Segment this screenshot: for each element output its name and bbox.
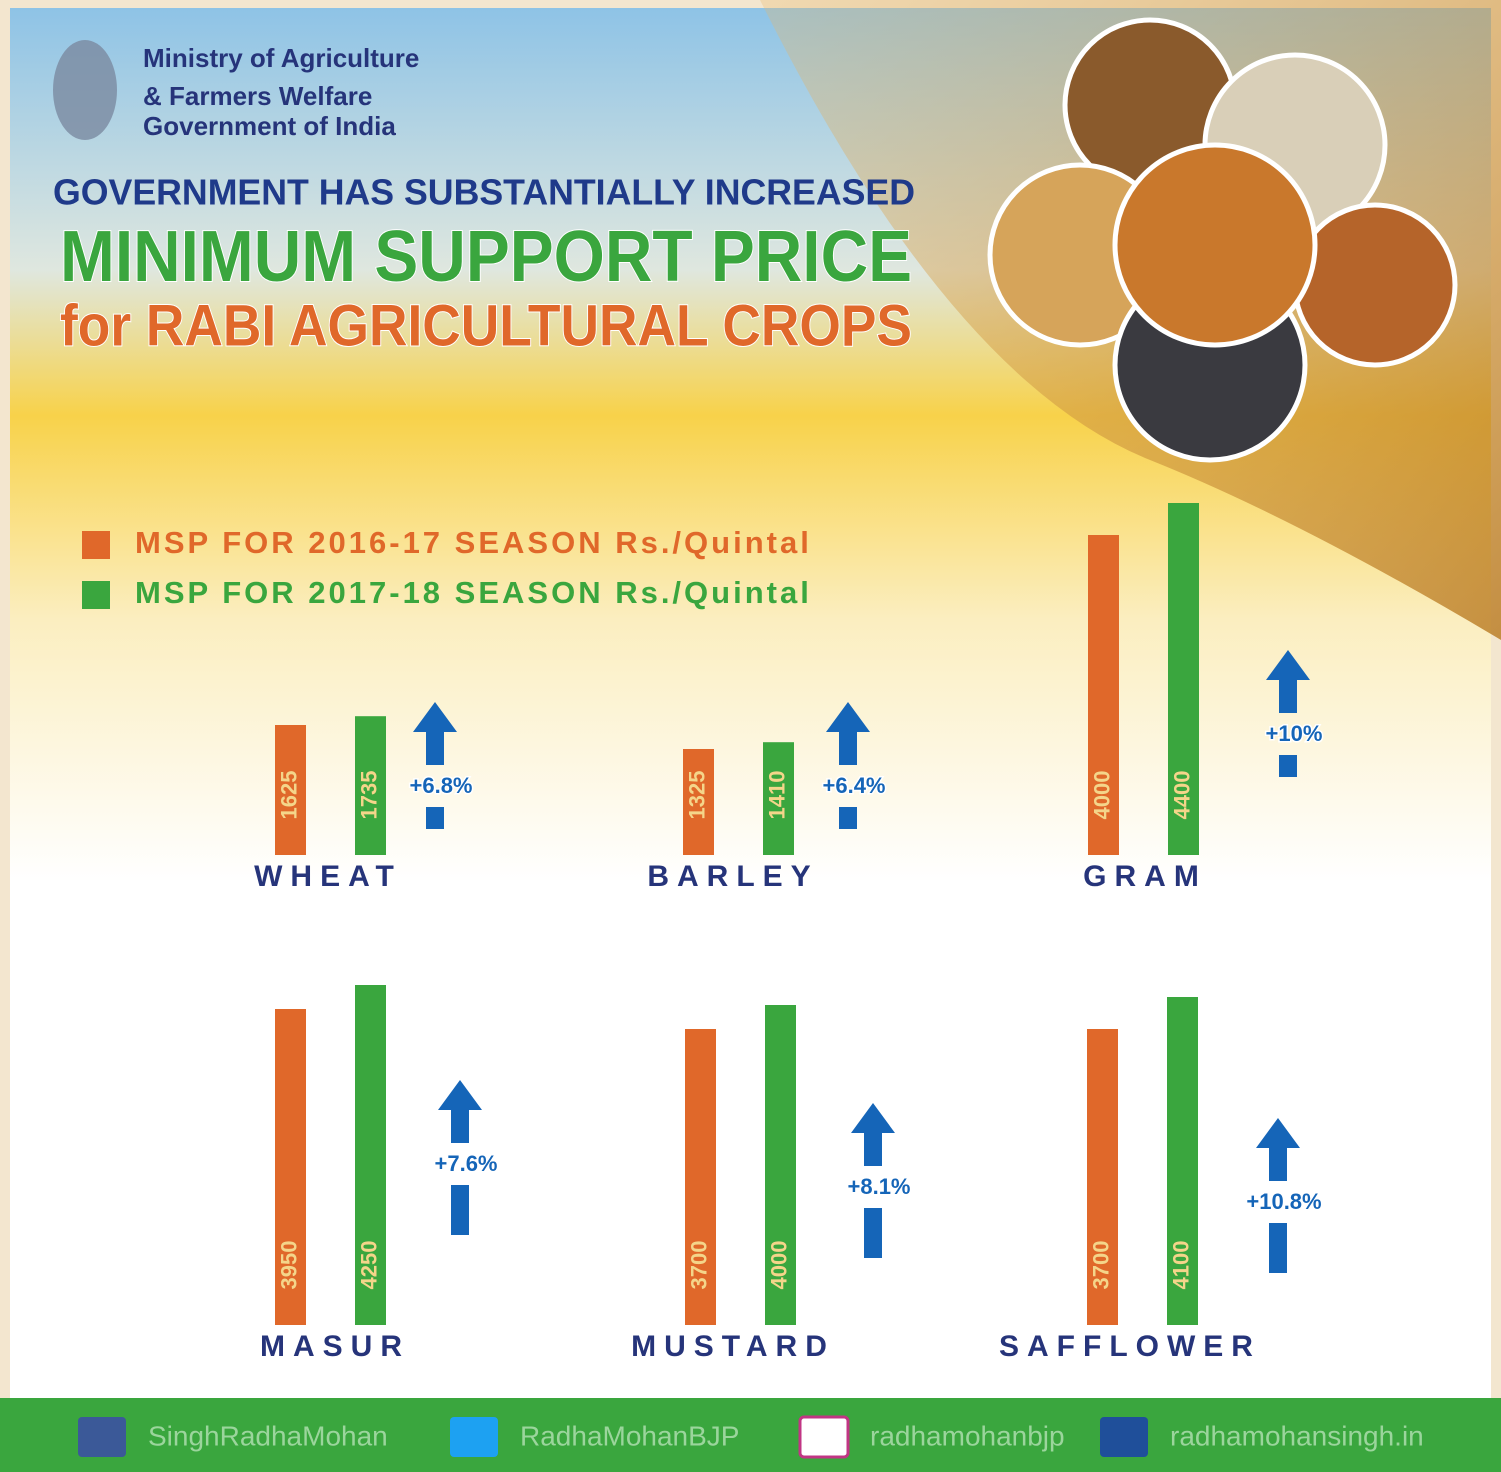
category-label: WHEAT xyxy=(254,860,402,893)
legend-swatch xyxy=(82,531,110,559)
social-handle: radhamohansingh.in xyxy=(1170,1420,1424,1451)
bar-value-label: 3700 xyxy=(686,1241,711,1290)
category-label: MASUR xyxy=(260,1330,410,1363)
change-label: +8.1% xyxy=(848,1174,911,1199)
ministry-line: & Farmers Welfare xyxy=(143,81,372,111)
social-icon xyxy=(450,1417,498,1457)
arrow-stem xyxy=(864,1208,882,1258)
social-icon xyxy=(78,1417,126,1457)
arrow-stem xyxy=(839,731,857,765)
social-icon xyxy=(800,1417,848,1457)
arrow-stem xyxy=(864,1132,882,1166)
subtitle: for RABI AGRICULTURAL CROPS xyxy=(60,293,912,358)
ministry-line: Ministry of Agriculture xyxy=(143,43,419,73)
arrow-stem xyxy=(1279,755,1297,777)
category-label: BARLEY xyxy=(647,860,818,893)
change-label: +6.4% xyxy=(823,773,886,798)
legend-label: MSP FOR 2016-17 SEASON Rs./Quintal xyxy=(135,525,812,560)
bar-value-label: 4250 xyxy=(356,1241,381,1290)
infographic: Ministry of Agriculture & Farmers Welfar… xyxy=(0,0,1501,1472)
category-label: GRAM xyxy=(1083,860,1207,893)
social-handle: RadhaMohanBJP xyxy=(520,1420,739,1451)
title: MINIMUM SUPPORT PRICE xyxy=(60,217,912,297)
arrow-stem xyxy=(1279,679,1297,713)
bar-value-label: 4100 xyxy=(1168,1241,1193,1290)
arrow-stem xyxy=(426,731,444,765)
change-label: +6.8% xyxy=(410,773,473,798)
arrow-stem xyxy=(1269,1147,1287,1181)
social-handle: radhamohanbjp xyxy=(870,1420,1065,1451)
bar-value-label: 1325 xyxy=(684,771,709,820)
headline: GOVERNMENT HAS SUBSTANTIALLY INCREASED xyxy=(53,172,915,213)
bar-value-label: 3700 xyxy=(1088,1241,1113,1290)
bar-value-label: 4400 xyxy=(1169,771,1194,820)
ministry-line: Government of India xyxy=(143,111,396,141)
arrow-stem xyxy=(426,807,444,829)
arrow-stem xyxy=(451,1185,469,1235)
change-label: +10% xyxy=(1266,721,1323,746)
bar-value-label: 4000 xyxy=(1089,771,1114,820)
legend-label: MSP FOR 2017-18 SEASON Rs./Quintal xyxy=(135,575,812,610)
bar-value-label: 4000 xyxy=(766,1241,791,1290)
change-label: +7.6% xyxy=(435,1151,498,1176)
arrow-stem xyxy=(839,807,857,829)
bar-value-label: 1410 xyxy=(764,771,789,820)
category-label: SAFFLOWER xyxy=(999,1330,1261,1363)
social-handle: SinghRadhaMohan xyxy=(148,1420,388,1451)
bar-value-label: 3950 xyxy=(276,1241,301,1290)
legend-swatch xyxy=(82,581,110,609)
arrow-stem xyxy=(451,1109,469,1143)
bar-value-label: 1735 xyxy=(356,771,381,820)
social-icon xyxy=(1100,1417,1148,1457)
arrow-stem xyxy=(1269,1223,1287,1273)
category-label: MUSTARD xyxy=(631,1330,835,1363)
bar-value-label: 1625 xyxy=(276,771,301,820)
change-label: +10.8% xyxy=(1246,1189,1321,1214)
emblem xyxy=(53,40,117,140)
